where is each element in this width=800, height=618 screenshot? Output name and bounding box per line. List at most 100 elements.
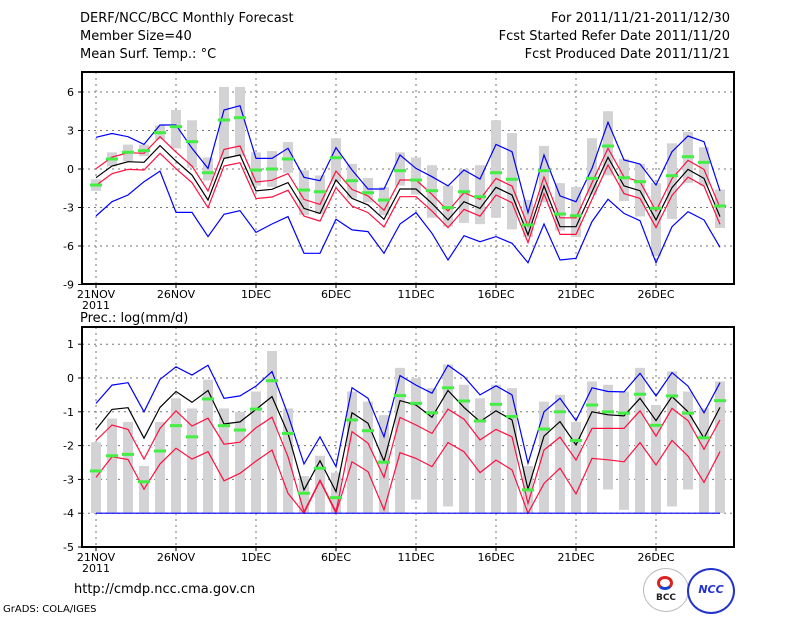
x-year-label: 2011 (82, 562, 110, 575)
ensemble-range-bar (171, 109, 181, 149)
ensemble-range-bar (315, 455, 325, 514)
ensemble-mean-marker (698, 160, 710, 164)
y-tick-label: 1 (67, 338, 74, 351)
series-line-median (95, 389, 721, 494)
ensemble-range-bar (235, 411, 245, 514)
ensemble-range-bar (331, 138, 341, 182)
ensemble-mean-marker (490, 171, 502, 175)
ensemble-mean-marker (186, 140, 198, 144)
ensemble-mean-marker (106, 454, 118, 458)
ensemble-range-bar (491, 120, 501, 218)
grads-credit: GrADS: COLA/IGES (3, 604, 97, 615)
ensemble-mean-marker (714, 399, 726, 403)
ensemble-range-bar (171, 398, 181, 514)
member-size: Member Size=40 (80, 29, 192, 44)
x-tick-label: 11DEC (397, 288, 434, 301)
ensemble-mean-marker (394, 394, 406, 398)
x-tick-label: 11DEC (397, 551, 434, 564)
ensemble-range-bar (571, 186, 581, 237)
ensemble-range-bar (491, 384, 501, 514)
ensemble-mean-marker (330, 496, 342, 500)
ensemble-mean-marker (218, 118, 230, 122)
ensemble-range-bar (555, 394, 565, 514)
ensemble-mean-marker (554, 212, 566, 216)
ensemble-mean-marker (202, 397, 214, 401)
x-tick-label: 21DEC (557, 288, 594, 301)
forecast-period: For 2011/11/21-2011/12/30 (551, 11, 730, 26)
bcc-logo: BCC (643, 568, 689, 612)
ensemble-range-bar (363, 177, 373, 203)
ensemble-range-bar (459, 384, 469, 514)
ensemble-range-bar (283, 142, 293, 173)
y-tick-label: -9 (63, 278, 74, 291)
ensemble-mean-marker (346, 179, 358, 183)
ensemble-mean-marker (154, 131, 166, 135)
ensemble-mean-marker (570, 214, 582, 218)
x-tick-label: 6DEC (321, 288, 351, 301)
ensemble-mean-marker (682, 411, 694, 415)
ensemble-mean-marker (618, 411, 630, 415)
ensemble-mean-marker (378, 460, 390, 464)
x-tick-label: 26NOV (157, 288, 196, 301)
ensemble-mean-marker (554, 410, 566, 414)
ensemble-mean-marker (378, 198, 390, 202)
ensemble-mean-marker (282, 431, 294, 435)
ensemble-range-bar (619, 158, 629, 202)
ensemble-range-bar (427, 388, 437, 514)
ensemble-range-bar (475, 165, 485, 225)
ensemble-range-bar (571, 421, 581, 514)
ensemble-mean-marker (218, 424, 230, 428)
ensemble-mean-marker (330, 156, 342, 160)
ensemble-mean-marker (202, 171, 214, 175)
ensemble-range-bar (315, 175, 325, 214)
ensemble-mean-marker (362, 429, 374, 433)
bcc-logo-text: BCC (655, 593, 677, 603)
ensemble-range-bar (411, 157, 421, 195)
ensemble-mean-marker (522, 488, 534, 492)
ensemble-mean-marker (570, 439, 582, 443)
panel-title: Prec.: log(mm/d) (80, 311, 188, 326)
x-tick-label: 1DEC (241, 288, 271, 301)
ensemble-range-bar (363, 401, 373, 514)
bcc-emblem-icon (657, 576, 673, 590)
ensemble-mean-marker (634, 180, 646, 184)
ensemble-mean-marker (650, 423, 662, 427)
x-tick-label: 16DEC (477, 551, 514, 564)
ensemble-range-bar (187, 120, 197, 168)
ensemble-range-bar (475, 398, 485, 514)
ensemble-mean-marker (298, 491, 310, 495)
y-tick-label: -3 (63, 201, 74, 214)
ensemble-mean-marker (410, 178, 422, 182)
ensemble-range-bar (507, 133, 517, 230)
website-url: http://cmdp.ncc.cma.gov.cn (74, 582, 256, 597)
x-tick-label: 21DEC (557, 551, 594, 564)
ensemble-range-bar (187, 408, 197, 514)
ensemble-mean-marker (346, 418, 358, 422)
x-tick-label: 21NOV (77, 551, 116, 564)
ensemble-mean-marker (314, 190, 326, 194)
ensemble-mean-marker (634, 392, 646, 396)
ensemble-mean-marker (234, 116, 246, 120)
ensemble-mean-marker (90, 469, 102, 473)
produced-date: Fcst Produced Date 2011/11/21 (524, 47, 730, 62)
ensemble-mean-marker (362, 191, 374, 195)
ensemble-mean-marker (250, 407, 262, 411)
ensemble-range-bar (235, 86, 245, 157)
ensemble-mean-marker (394, 169, 406, 173)
y-tick-label: -4 (63, 507, 74, 520)
series-line-upper-outer (95, 104, 721, 215)
ensemble-range-bar (507, 388, 517, 514)
series-line-median (95, 144, 721, 237)
x-tick-label: 26DEC (637, 288, 674, 301)
y-tick-label: -6 (63, 240, 74, 253)
ensemble-range-bar (283, 408, 293, 514)
ensemble-mean-marker (682, 155, 694, 159)
ncc-logo-text: NCC (698, 583, 724, 596)
series-line-lower-outer (95, 170, 721, 265)
ensemble-mean-marker (282, 157, 294, 161)
ensemble-mean-marker (90, 183, 102, 187)
ensemble-mean-marker (538, 427, 550, 431)
